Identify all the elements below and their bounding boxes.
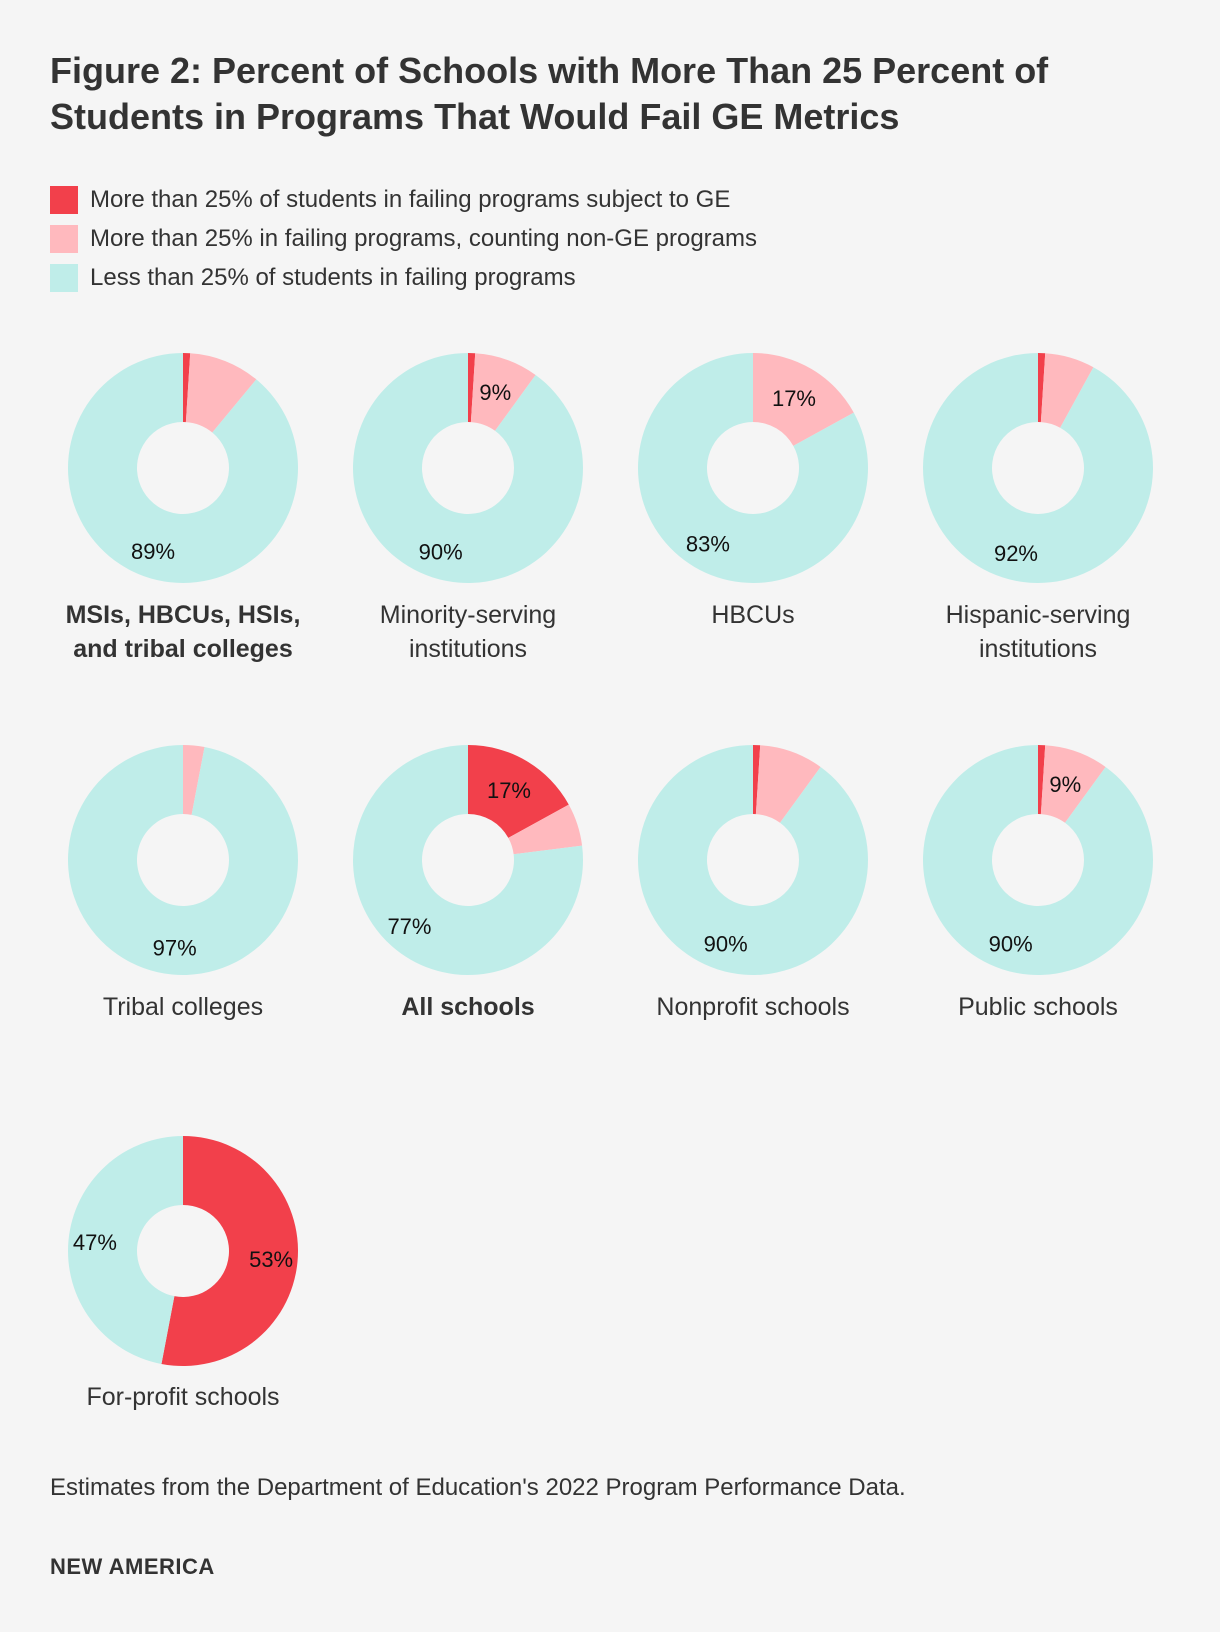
donut-label-for-profit-schools: For-profit schools: [86, 1383, 280, 1411]
slice-msis-hbcus-hsis-and-tribal-colleges-1: [185, 353, 257, 433]
slice-nonprofit-schools-1: [755, 745, 821, 823]
slice-tribal-colleges-1: [183, 745, 205, 815]
brand-logo-text: NEW AMERICA: [50, 1554, 215, 1579]
donut-label-hbcus: HBCUs: [711, 601, 795, 629]
data-label-for-profit-schools-2: 47%: [73, 1230, 117, 1255]
data-label-all-schools-0: 17%: [487, 778, 531, 803]
donut-label-msis-hbcus-hsis-and-tribal-colleges: MSIs, HBCUs, HSIs, and tribal colleges: [65, 601, 301, 663]
slice-hbcus-2: [637, 353, 868, 583]
data-label-public-schools-1: 9%: [1049, 772, 1081, 797]
slice-hispanic-serving-institutions-0: [1038, 353, 1046, 423]
slice-hbcus-1: [753, 353, 854, 446]
slice-minority-serving-institutions-2: [352, 353, 583, 583]
donut-hbcus: 17% 83%: [637, 353, 868, 583]
data-label-tribal-colleges-2: 97%: [153, 936, 197, 961]
donut-label-nonprofit-schools: Nonprofit schools: [656, 993, 850, 1021]
legend-item-less-than-25: Less than 25% of students in failing pro…: [50, 258, 757, 297]
legend-item-ge-failing: More than 25% of students in failing pro…: [50, 180, 757, 219]
slice-minority-serving-institutions-1: [470, 353, 536, 431]
slice-msis-hbcus-hsis-and-tribal-colleges-2: [67, 353, 298, 583]
slice-hispanic-serving-institutions-2: [923, 352, 1154, 583]
data-label-minority-serving-institutions-2: 90%: [419, 540, 463, 565]
footnote: Estimates from the Department of Educati…: [50, 1474, 906, 1501]
slice-all-schools-1: [508, 804, 583, 855]
donut-for-profit-schools: 53% 47%: [68, 1136, 299, 1366]
donut-label-hispanic-serving-institutions: Hispanic-serving institutions: [945, 601, 1131, 663]
slice-all-schools-0: [468, 745, 569, 838]
donut-label-minority-serving-institutions: Minority-serving institutions: [379, 601, 557, 663]
data-label-hbcus-2: 83%: [686, 532, 730, 557]
data-label-all-schools-2: 77%: [387, 914, 431, 939]
data-label-msis-hbcus-hsis-and-tribal-colleges-2: 89%: [131, 539, 175, 564]
donut-minority-serving-institutions: 9% 90%: [352, 353, 583, 583]
slice-public-schools-0: [1038, 745, 1046, 815]
donut-msis-hbcus-hsis-and-tribal-colleges: 89%: [67, 353, 298, 583]
slice-nonprofit-schools-0: [753, 745, 761, 815]
slice-hispanic-serving-institutions-1: [1040, 353, 1094, 428]
data-label-hbcus-1: 17%: [772, 386, 816, 411]
slice-msis-hbcus-hsis-and-tribal-colleges-0: [183, 353, 191, 423]
data-label-minority-serving-institutions-1: 9%: [479, 380, 511, 405]
donut-label-public-schools: Public schools: [958, 993, 1118, 1021]
legend-label-less-than-25: Less than 25% of students in failing pro…: [90, 263, 576, 291]
legend-label-non-ge-failing: More than 25% in failing programs, count…: [90, 224, 758, 252]
slice-public-schools-1: [1040, 745, 1106, 823]
legend: More than 25% of students in failing pro…: [50, 180, 757, 297]
slice-for-profit-schools-2: [68, 1136, 183, 1364]
donut-all-schools: 17% 77%: [353, 745, 583, 975]
legend-swatch-less-than-25: [50, 263, 78, 292]
legend-swatch-non-ge-failing: [50, 224, 78, 253]
data-label-hispanic-serving-institutions-2: 92%: [994, 541, 1038, 566]
slice-nonprofit-schools-2: [637, 745, 868, 975]
donut-label-tribal-colleges: Tribal colleges: [102, 993, 264, 1021]
legend-label-ge-failing: More than 25% of students in failing pro…: [90, 185, 731, 213]
chart-title: Figure 2: Percent of Schools with More T…: [50, 50, 1049, 137]
donut-hispanic-serving-institutions: 92%: [923, 352, 1154, 583]
donut-tribal-colleges: 97%: [67, 744, 298, 975]
slice-minority-serving-institutions-0: [468, 353, 476, 423]
data-label-nonprofit-schools-2: 90%: [704, 932, 748, 957]
slice-tribal-colleges-2: [67, 744, 298, 975]
slice-for-profit-schools-0: [161, 1136, 299, 1366]
donut-nonprofit-schools: 90%: [637, 745, 868, 975]
donut-label-all-schools: All schools: [401, 993, 535, 1021]
slice-all-schools-2: [353, 745, 583, 975]
slice-public-schools-2: [922, 745, 1153, 975]
legend-item-non-ge-failing: More than 25% in failing programs, count…: [50, 219, 757, 258]
data-label-public-schools-2: 90%: [989, 932, 1033, 957]
legend-swatch-ge-failing: [50, 185, 78, 214]
donut-public-schools: 9% 90%: [922, 745, 1153, 975]
data-label-for-profit-schools-0: 53%: [249, 1247, 293, 1272]
